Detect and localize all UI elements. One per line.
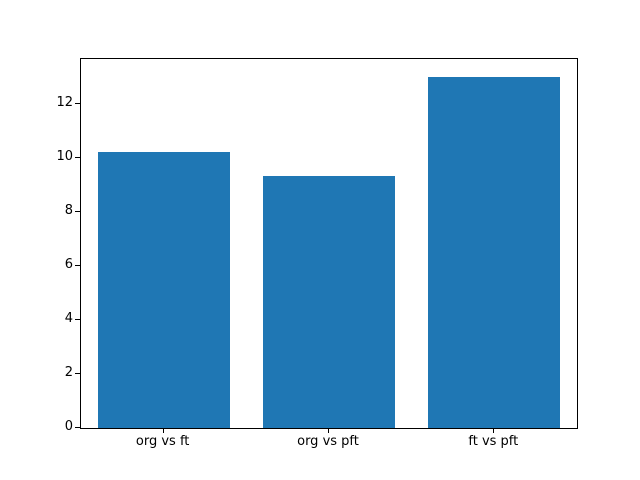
x-tick-mark — [493, 428, 495, 433]
y-tick-mark — [75, 318, 80, 320]
y-tick-label: 12 — [56, 94, 73, 110]
y-tick-mark — [75, 264, 80, 266]
bar-org-vs-ft — [97, 152, 230, 428]
y-tick-label: 8 — [64, 202, 73, 218]
bar-ft-vs-pft — [428, 76, 561, 428]
y-tick-label: 2 — [64, 364, 73, 380]
x-tick-mark — [328, 428, 329, 433]
y-tick-mark — [75, 210, 80, 212]
plot-area — [80, 58, 578, 429]
y-tick-label: 4 — [64, 310, 73, 326]
y-tick-mark — [75, 427, 80, 428]
y-tick-label: 10 — [56, 148, 73, 164]
y-tick-mark — [75, 156, 80, 158]
y-tick-mark — [75, 102, 80, 104]
y-tick-mark — [75, 372, 80, 374]
x-tick-label: org vs pft — [297, 434, 359, 449]
y-tick-label: 0 — [64, 419, 73, 434]
bar-org-vs-pft — [262, 175, 396, 428]
x-tick-label: ft vs pft — [468, 434, 519, 449]
x-tick-mark — [162, 428, 164, 433]
x-tick-label: org vs ft — [135, 434, 190, 449]
y-tick-label: 6 — [64, 256, 73, 272]
